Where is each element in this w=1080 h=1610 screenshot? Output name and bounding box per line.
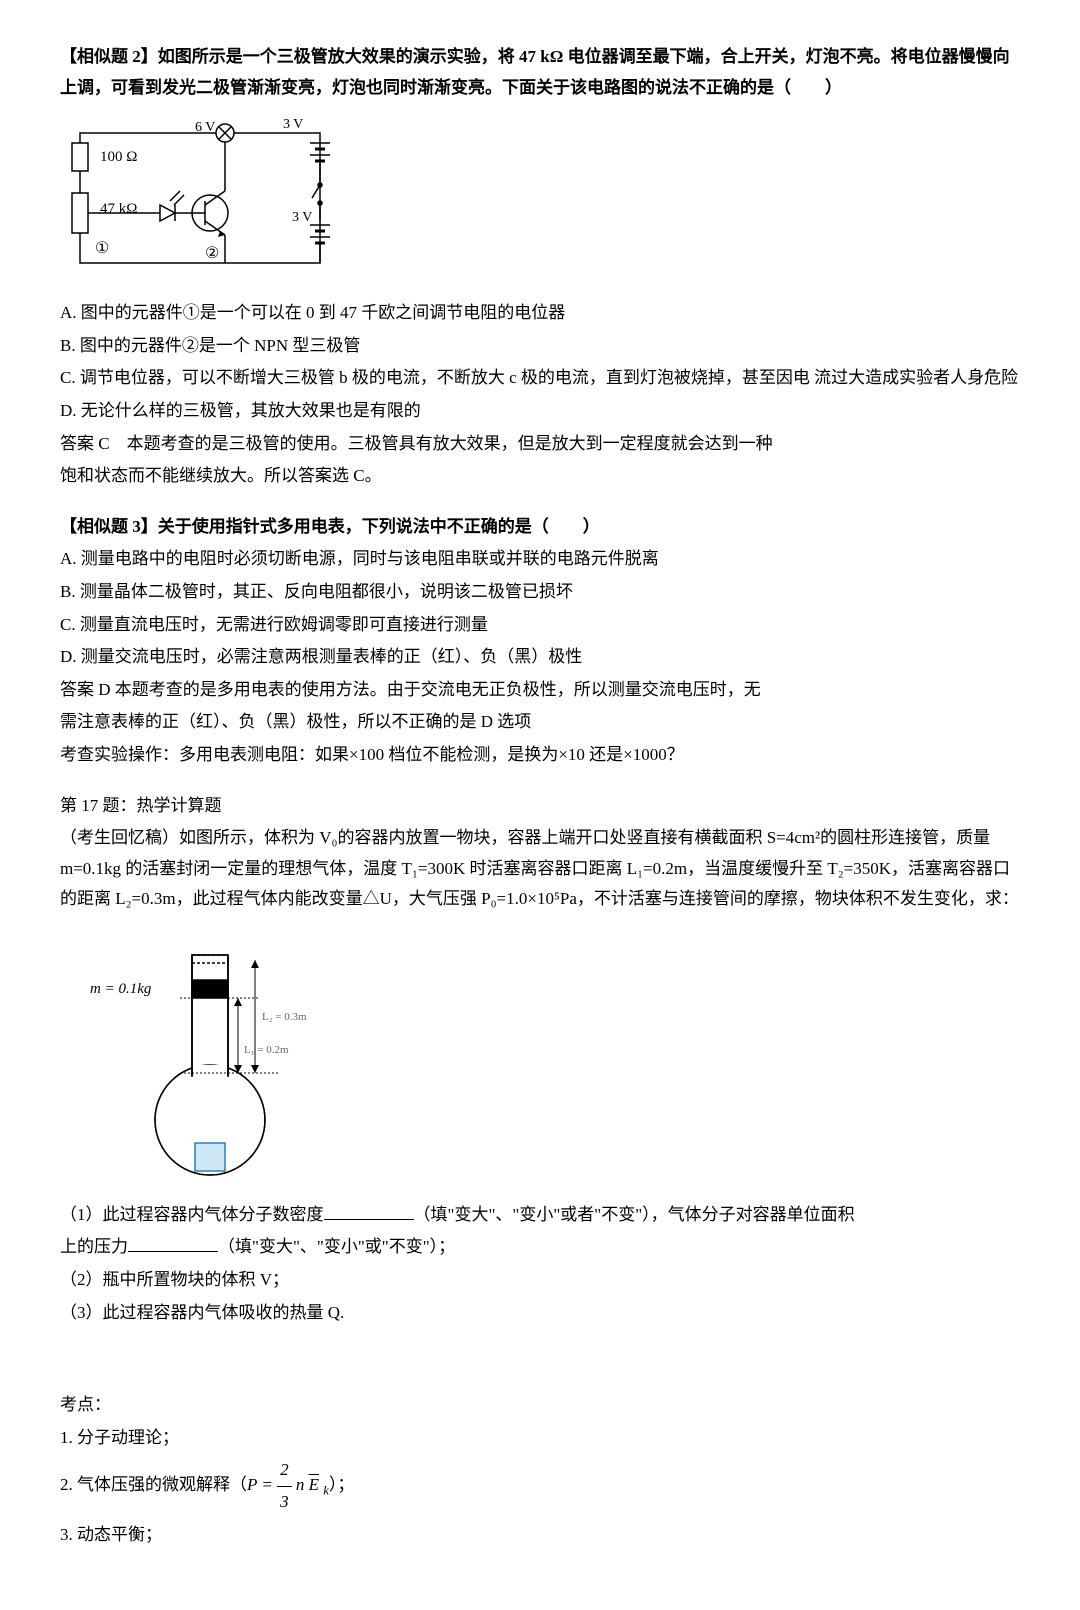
q17-header: 第 17 题：热学计算题 [60,791,1020,822]
l1-label: L₁ = 0.2m [244,1044,289,1056]
q2-option-c: C. 调节电位器，可以不断增大三极管 b 极的电流，不断放大 c 极的电流，直到… [60,363,1020,394]
q17-sub2: （2）瓶中所置物块的体积 V； [60,1265,1020,1296]
exam-points: 考点： 1. 分子动理论； 2. 气体压强的微观解释（P = 23 n E k）… [60,1390,1020,1550]
blank-2 [128,1251,218,1252]
points-header: 考点： [60,1390,1020,1421]
question-17: 第 17 题：热学计算题 （考生回忆稿）如图所示，体积为 V₀的容器内放置一物块… [60,791,1020,1329]
q3-note: 考查实验操作：多用电表测电阻：如果×100 档位不能检测，是换为×10 还是×1… [60,740,1020,771]
q17-sub3: （3）此过程容器内气体吸收的热量 Q. [60,1298,1020,1329]
node2-label: ② [205,245,219,262]
q17-sub1-cont: 上的压力 （填"变大"、"变小"或"不变"）； [60,1232,1020,1263]
v3-label: 3 V [292,210,312,225]
point-3: 3. 动态平衡； [60,1520,1020,1551]
point-2: 2. 气体压强的微观解释（P = 23 n E k）； [60,1455,1020,1517]
q3-answer-line2: 需注意表棒的正（红）、负（黑）极性，所以不正确的是 D 选项 [60,707,1020,738]
q17-sub1b: （填"变大"、"变小"或者"不变"），气体分子对容器单位面积 [414,1205,855,1224]
q2-answer-line1: 答案 C 本题考查的是三极管的使用。三极管具有放大效果，但是放大到一定程度就会达… [60,429,1020,460]
q3-option-c: C. 测量直流电压时，无需进行欧姆调零即可直接进行测量 [60,610,1020,641]
q3-title: 【相似题 3】关于使用指针式多用电表，下列说法中不正确的是（ ） [60,512,1020,543]
v1-label: 6 V [195,120,215,135]
q3-answer-line1: 答案 D 本题考查的是多用电表的使用方法。由于交流电无正负极性，所以测量交流电压… [60,675,1020,706]
q2-title: 【相似题 2】如图所示是一个三极管放大效果的演示实验，将 47 kΩ 电位器调至… [60,42,1020,103]
q2-option-b: B. 图中的元器件②是一个 NPN 型三极管 [60,331,1020,362]
q2-answer-line2: 饱和状态而不能继续放大。所以答案选 C。 [60,461,1020,492]
point-2b: ）； [329,1475,355,1494]
formula-pressure: P = 23 n E k [247,1475,329,1494]
r2-label: 47 kΩ [100,201,137,217]
question-2: 【相似题 2】如图所示是一个三极管放大效果的演示实验，将 47 kΩ 电位器调至… [60,42,1020,492]
point-1: 1. 分子动理论； [60,1423,1020,1454]
q3-option-d: D. 测量交流电压时，必需注意两根测量表棒的正（红）、负（黑）极性 [60,642,1020,673]
q17-sub1: （1）此过程容器内气体分子数密度 （填"变大"、"变小"或者"不变"），气体分子对… [60,1200,1020,1231]
q3-option-a: A. 测量电路中的电阻时必须切断电源，同时与该电阻串联或并联的电路元件脱离 [60,544,1020,575]
q3-option-b: B. 测量晶体二极管时，其正、反向电阻都很小，说明该二极管已损坏 [60,577,1020,608]
question-3: 【相似题 3】关于使用指针式多用电表，下列说法中不正确的是（ ） A. 测量电路… [60,512,1020,771]
q2-circuit-diagram: 100 Ω 47 kΩ ① ② [60,113,1020,283]
q2-option-a: A. 图中的元器件①是一个可以在 0 到 47 千欧之间调节电阻的电位器 [60,298,1020,329]
q17-description: （考生回忆稿）如图所示，体积为 V₀的容器内放置一物块，容器上端开口处竖直接有横… [60,823,1020,915]
node1-label: ① [95,240,109,257]
q17-diagram: m = 0.1kg L₂ = 0.3m L₁ = 0.2m [60,925,1020,1185]
l2-label: L₂ = 0.3m [262,1011,307,1023]
q17-sub1d: （填"变大"、"变小"或"不变"）； [218,1237,455,1256]
m-label: m = 0.1kg [90,981,152,997]
q2-option-d: D. 无论什么样的三极管，其放大效果也是有限的 [60,396,1020,427]
q17-sub1a: （1）此过程容器内气体分子数密度 [60,1205,324,1224]
r1-label: 100 Ω [100,149,137,165]
blank-1 [324,1219,414,1220]
point-2a: 2. 气体压强的微观解释（ [60,1475,247,1494]
q17-sub1c: 上的压力 [60,1237,128,1256]
v2-label: 3 V [283,117,303,132]
